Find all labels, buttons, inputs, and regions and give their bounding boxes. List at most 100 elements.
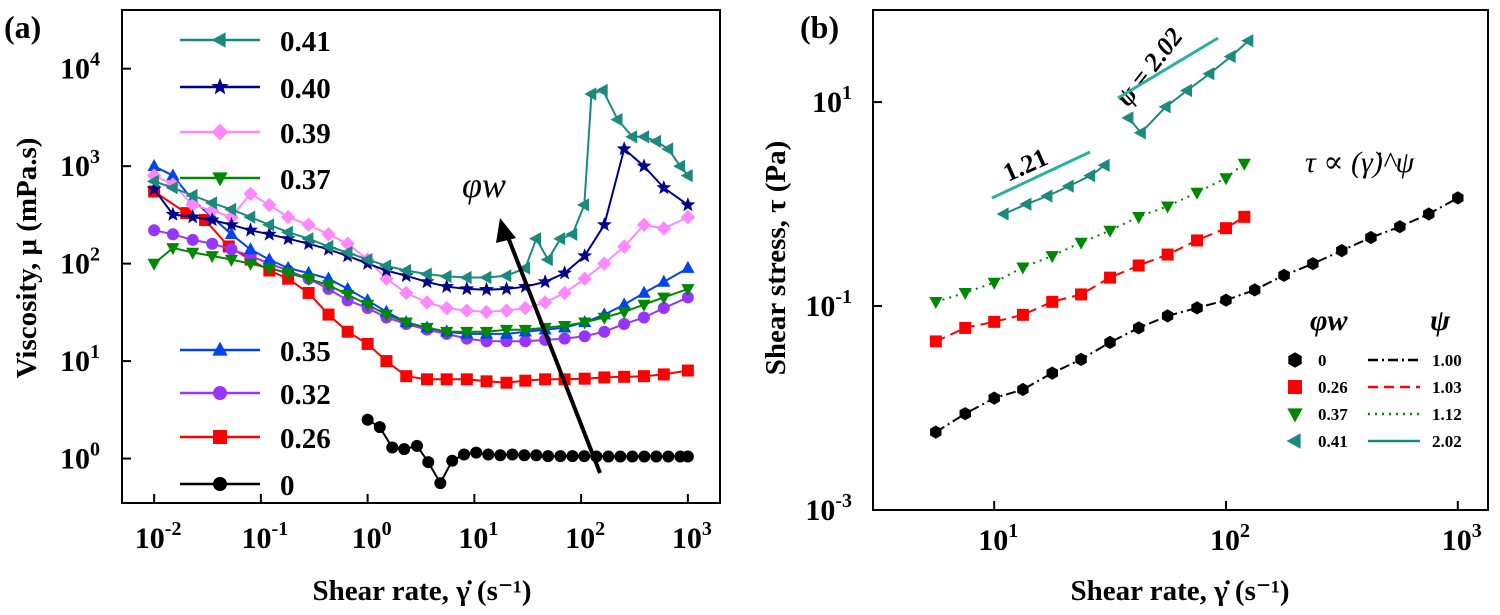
a-ytick-label: 102 [60, 244, 100, 281]
a-data-point [185, 188, 198, 203]
a-data-point [500, 376, 513, 389]
b-legend-item-0.26: 0.26 1.03 [1288, 378, 1462, 397]
b-data-point [1046, 366, 1058, 380]
a-data-point [421, 373, 434, 386]
a-data-point [166, 228, 179, 241]
a-legend-item-0.37: 0.37 [180, 164, 331, 196]
legend-header-phi: φw [1310, 304, 1349, 337]
a-series-0.41 [146, 83, 693, 285]
a-data-point [243, 258, 258, 271]
a-series-line [153, 89, 689, 279]
a-data-point [637, 130, 650, 144]
a-data-point [584, 87, 597, 101]
a-data-point [479, 270, 492, 285]
a-legend-item-0.41: 0.41 [180, 26, 331, 58]
a-data-point [302, 273, 316, 286]
a-legend-marker [212, 341, 228, 356]
a-data-point [636, 158, 652, 173]
a-legend-marker [213, 430, 227, 444]
b-data-point [1423, 207, 1435, 221]
legend-header-psi: ψ [1430, 304, 1451, 337]
b-data-point [1191, 234, 1204, 247]
a-legend-label: 0.37 [280, 164, 331, 196]
b-data-point [1161, 248, 1174, 261]
b-data-point [929, 335, 942, 348]
a-data-point [554, 450, 567, 463]
a-data-point [341, 325, 354, 338]
a-data-point [301, 235, 316, 250]
a-data-point [224, 227, 238, 240]
a-series-line [153, 229, 689, 343]
a-data-point [616, 141, 632, 156]
b-data-point [1075, 288, 1088, 301]
a-data-point [281, 268, 295, 281]
trend-arrow-shaft [504, 231, 602, 474]
b-data-point [1223, 49, 1236, 64]
b-ytick-label: 10-3 [805, 490, 852, 527]
a-data-point [518, 300, 533, 316]
a-data-point [422, 456, 435, 469]
a-data-point [578, 317, 592, 330]
b-data-point [1017, 382, 1029, 397]
a-legend-label: 0.26 [280, 423, 331, 455]
b-data-point [959, 321, 972, 334]
a-data-point [661, 142, 674, 156]
a-ytick-label: 103 [60, 146, 100, 183]
b-series-0.37 [929, 158, 1251, 309]
a-data-point [558, 321, 572, 333]
a-data-point [537, 295, 553, 310]
b-xtick-label: 102 [1210, 520, 1250, 557]
a-ytick-label: 104 [60, 49, 100, 86]
a-legend-marker [211, 32, 226, 48]
a-data-point [681, 450, 694, 463]
b-legend-marker [1288, 352, 1302, 368]
a-data-point [399, 263, 411, 278]
a-legend-item-0.32: 0.32 [180, 379, 331, 411]
a-legend-label: 0.35 [280, 336, 331, 368]
a-data-point [578, 330, 591, 343]
a-data-point [470, 446, 483, 459]
a-data-point [479, 326, 494, 339]
a-data-point [617, 297, 631, 310]
a-data-point [205, 251, 219, 264]
b-data-point [1083, 169, 1096, 183]
a-xtick-label: 10-2 [135, 518, 182, 555]
b-data-point [1104, 335, 1116, 349]
a-data-point [301, 217, 316, 232]
b-legend-marker [1286, 433, 1301, 449]
a-data-point [420, 322, 434, 335]
a-legend-item-0: 0 [180, 470, 295, 502]
b-legend-phi-label: 0.41 [1318, 432, 1348, 451]
a-data-point [637, 285, 651, 298]
b-data-point [1190, 187, 1204, 200]
a-xtick-label: 103 [672, 518, 712, 555]
a-data-point [597, 312, 611, 325]
a-xtick-label: 10-1 [242, 518, 289, 555]
a-data-point [280, 225, 293, 239]
a-data-point [224, 254, 238, 267]
a-legend-item-0.39: 0.39 [180, 118, 331, 150]
a-data-point [636, 217, 652, 232]
a-data-point [499, 281, 514, 296]
a-data-point [480, 375, 493, 388]
a-legend-marker [213, 477, 227, 491]
a-data-point [518, 324, 532, 337]
b-data-point [1046, 295, 1059, 308]
a-legend-label: 0.40 [280, 73, 331, 105]
b-data-point [987, 277, 1001, 290]
a-data-point [518, 261, 531, 275]
panel-a-xlabel: Shear rate, γ̇ (s⁻¹) [312, 575, 531, 607]
a-data-point [280, 230, 296, 246]
slope-guide-high [1117, 36, 1219, 100]
a-data-point [553, 232, 566, 246]
a-data-point [243, 222, 258, 237]
a-data-point [186, 233, 199, 246]
a-data-point [360, 253, 373, 267]
a-data-point [518, 449, 531, 462]
a-data-point [147, 258, 161, 271]
a-series-line [153, 246, 689, 333]
a-data-point [681, 364, 694, 377]
a-data-point [322, 308, 335, 321]
panel-a-label: (a) [4, 9, 41, 45]
a-data-point [656, 180, 672, 195]
